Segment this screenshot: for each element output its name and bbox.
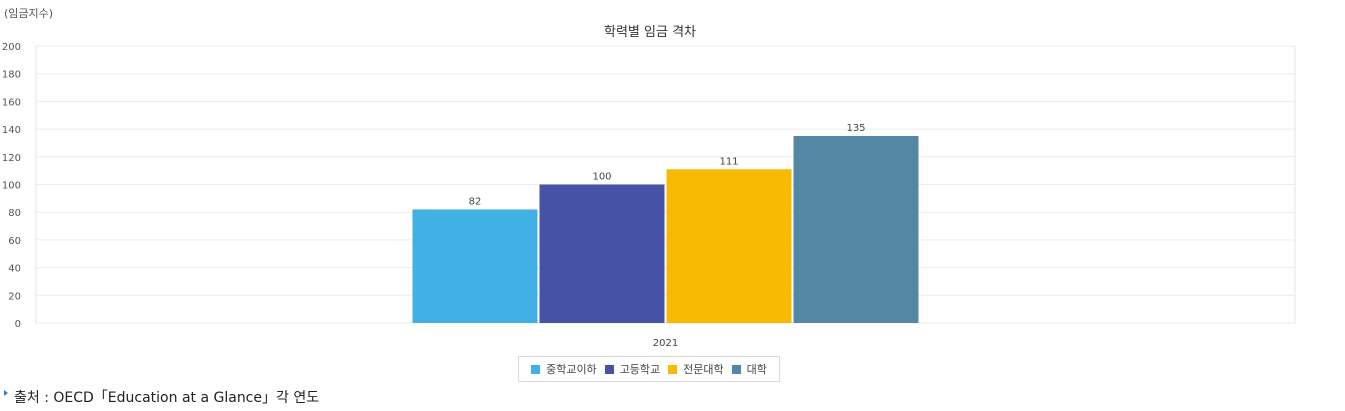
bar-data-label: 135 (846, 123, 865, 134)
legend-item[interactable]: 전문대학 (668, 361, 724, 377)
bar-data-label: 100 (592, 172, 611, 183)
bullet-triangle-icon (4, 390, 8, 396)
bar (539, 184, 665, 323)
legend-label: 전문대학 (683, 363, 724, 376)
y-tick-label: 160 (2, 97, 21, 108)
legend-item[interactable]: 중학교이하 (531, 361, 597, 377)
y-axis-unit-label: (임금지수) (4, 7, 54, 20)
y-tick-label: 40 (8, 264, 21, 275)
y-tick-label: 80 (8, 208, 21, 219)
bar (793, 136, 919, 323)
y-tick-label: 200 (2, 42, 21, 53)
y-tick-label: 180 (2, 70, 21, 81)
legend-label: 중학교이하 (546, 363, 597, 376)
y-tick-label: 60 (8, 236, 21, 247)
bar-data-label: 111 (719, 156, 738, 167)
x-tick-label: 2021 (653, 338, 678, 349)
chart-legend: 중학교이하 고등학교 전문대학 대학 (518, 356, 780, 382)
chart-title: 학력별 임금 격차 (604, 25, 696, 40)
legend-label: 대학 (746, 363, 767, 376)
source-note: 출처 : OECD「Education at a Glance」각 연도 (4, 387, 319, 407)
bar-chart: 0 20 40 60 80 100 120 140 160 180 200 82 100 111 135 20… (2, 42, 1296, 349)
y-tick-label: 120 (2, 153, 21, 164)
legend-item[interactable]: 대학 (731, 361, 767, 377)
y-tick-label: 140 (2, 125, 21, 136)
bar (412, 209, 538, 323)
bar (666, 169, 792, 323)
y-tick-label: 0 (15, 319, 21, 330)
y-tick-label: 20 (8, 291, 21, 302)
legend-swatch (668, 364, 678, 374)
bar-data-label: 82 (469, 196, 482, 207)
y-tick-label: 100 (2, 181, 21, 192)
legend-swatch (731, 364, 741, 374)
legend-swatch (531, 364, 541, 374)
legend-label: 고등학교 (619, 363, 661, 376)
legend-item[interactable]: 고등학교 (604, 361, 661, 377)
source-text: 출처 : OECD「Education at a Glance」각 연도 (14, 390, 320, 406)
legend-swatch (604, 364, 614, 374)
